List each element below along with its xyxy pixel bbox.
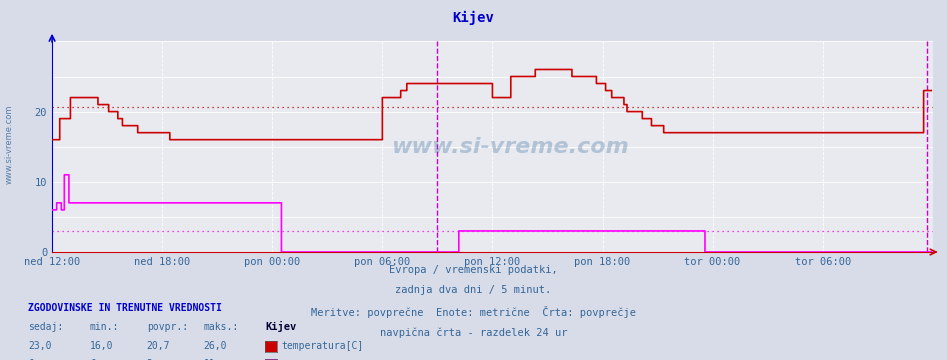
Text: temperatura[C]: temperatura[C] (281, 341, 364, 351)
Text: navpična črta - razdelek 24 ur: navpična črta - razdelek 24 ur (380, 327, 567, 338)
Text: ZGODOVINSKE IN TRENUTNE VREDNOSTI: ZGODOVINSKE IN TRENUTNE VREDNOSTI (28, 303, 223, 314)
Text: www.si-vreme.com: www.si-vreme.com (391, 137, 629, 157)
Text: 26,0: 26,0 (204, 341, 227, 351)
Text: zadnja dva dni / 5 minut.: zadnja dva dni / 5 minut. (396, 285, 551, 296)
Text: www.si-vreme.com: www.si-vreme.com (5, 104, 14, 184)
Text: Meritve: povprečne  Enote: metrične  Črta: povprečje: Meritve: povprečne Enote: metrične Črta:… (311, 306, 636, 318)
Text: 11: 11 (204, 359, 215, 360)
Text: Evropa / vremenski podatki,: Evropa / vremenski podatki, (389, 265, 558, 275)
Text: Kijev: Kijev (453, 11, 494, 25)
Text: 3: 3 (147, 359, 152, 360)
Text: 20,7: 20,7 (147, 341, 170, 351)
Text: Kijev: Kijev (265, 321, 296, 332)
Text: 0: 0 (28, 359, 34, 360)
Text: 0: 0 (90, 359, 96, 360)
Text: povpr.:: povpr.: (147, 322, 188, 332)
Text: 16,0: 16,0 (90, 341, 114, 351)
Text: maks.:: maks.: (204, 322, 239, 332)
Text: sedaj:: sedaj: (28, 322, 63, 332)
Text: hitrost vetra[m/s]: hitrost vetra[m/s] (281, 359, 387, 360)
Text: 23,0: 23,0 (28, 341, 52, 351)
Text: min.:: min.: (90, 322, 119, 332)
